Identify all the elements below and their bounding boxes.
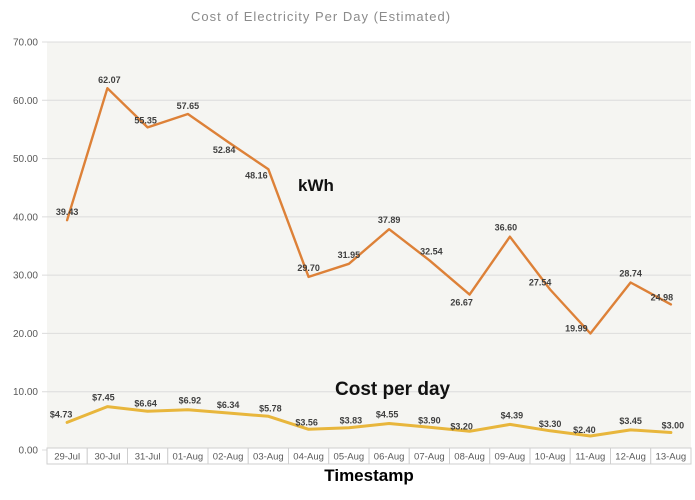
x-tick-label: 30-Jul xyxy=(94,452,120,463)
data-label: $2.40 xyxy=(573,425,596,435)
data-label: $6.92 xyxy=(179,396,202,406)
x-tick-label: 04-Aug xyxy=(293,452,324,463)
data-label: $6.64 xyxy=(134,398,157,408)
data-label: 57.65 xyxy=(177,101,200,111)
data-label: 27.54 xyxy=(529,277,552,287)
y-tick-label: 50.00 xyxy=(13,154,38,165)
data-label: 29.70 xyxy=(297,263,320,273)
x-tick-label: 06-Aug xyxy=(374,452,405,463)
x-tick-label: 13-Aug xyxy=(656,452,687,463)
data-label: $4.73 xyxy=(50,409,73,419)
x-tick-label: 29-Jul xyxy=(54,452,80,463)
x-tick-label: 03-Aug xyxy=(253,452,284,463)
x-tick-label: 12-Aug xyxy=(615,452,646,463)
x-tick-label: 02-Aug xyxy=(213,452,244,463)
y-tick-label: 30.00 xyxy=(13,271,38,282)
data-label: 52.84 xyxy=(213,145,236,155)
data-label: $5.78 xyxy=(259,403,282,413)
data-label: 37.89 xyxy=(378,215,401,225)
x-tick-label: 07-Aug xyxy=(414,452,445,463)
x-tick-label: 05-Aug xyxy=(334,452,365,463)
y-tick-label: 20.00 xyxy=(13,329,38,340)
data-label: $6.34 xyxy=(217,400,240,410)
y-tick-label: 10.00 xyxy=(13,387,38,398)
data-label: $3.00 xyxy=(662,421,685,431)
x-tick-label: 01-Aug xyxy=(173,452,204,463)
data-label: $4.55 xyxy=(376,409,399,419)
y-tick-label: 40.00 xyxy=(13,212,38,223)
data-label: 19.99 xyxy=(565,323,588,333)
y-tick-label: 0.00 xyxy=(19,446,39,457)
kwh-line xyxy=(65,86,673,335)
data-label: $7.45 xyxy=(92,393,115,403)
data-label: 24.98 xyxy=(651,292,674,302)
data-label: 39.43 xyxy=(56,207,79,217)
data-label: $3.90 xyxy=(418,415,441,425)
x-tick-cell xyxy=(650,447,692,465)
data-label: $3.83 xyxy=(340,416,363,426)
data-label: 28.74 xyxy=(619,268,642,278)
y-tick-label: 70.00 xyxy=(13,38,38,49)
data-label: 32.54 xyxy=(420,246,443,256)
chart-title: Cost of Electricity Per Day (Estimated) xyxy=(190,9,452,24)
data-label: $3.30 xyxy=(539,419,562,429)
y-tick-label: 60.00 xyxy=(13,96,38,107)
data-label: 48.16 xyxy=(245,170,268,180)
data-label: 26.67 xyxy=(450,298,473,308)
data-label: 36.60 xyxy=(495,223,518,233)
cost-line xyxy=(65,405,673,438)
x-axis-title: Timestamp xyxy=(324,466,414,485)
series-label-cost-per-day: Cost per day xyxy=(335,379,451,400)
data-label: $3.45 xyxy=(619,416,642,426)
data-label: 31.95 xyxy=(338,250,361,260)
x-tick-label: 09-Aug xyxy=(495,452,526,463)
x-tick-label: 08-Aug xyxy=(454,452,485,463)
data-label: $3.56 xyxy=(295,417,318,427)
series-label-kwh: kWh xyxy=(298,176,334,195)
x-tick-label: 11-Aug xyxy=(575,452,605,463)
x-tick-label: 31-Jul xyxy=(135,452,161,463)
data-label: 62.07 xyxy=(98,75,121,85)
data-label: $3.20 xyxy=(450,421,473,431)
data-label: $4.39 xyxy=(501,410,524,420)
x-tick-label: 10-Aug xyxy=(535,452,566,463)
data-label: 55.35 xyxy=(134,115,157,125)
